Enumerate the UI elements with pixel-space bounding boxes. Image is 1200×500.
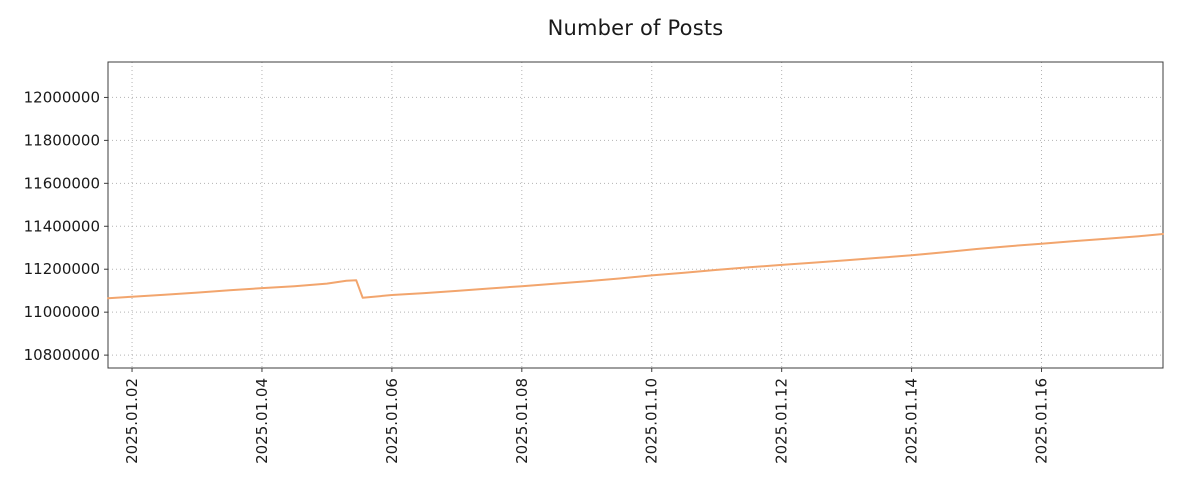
x-tick-label: 2025.01.06 [383, 378, 401, 464]
x-tick-label: 2025.01.08 [513, 378, 531, 464]
chart-title: Number of Posts [547, 16, 724, 40]
y-tick-label: 11200000 [24, 260, 100, 278]
y-tick-label: 12000000 [24, 88, 100, 106]
x-tick-label: 2025.01.02 [123, 378, 141, 464]
y-tick-label: 11400000 [24, 217, 100, 235]
y-tick-label: 11000000 [24, 303, 100, 321]
x-tick-label: 2025.01.14 [903, 378, 921, 464]
x-tick-label: 2025.01.10 [643, 378, 661, 464]
y-tick-label: 11800000 [24, 131, 100, 149]
x-tick-label: 2025.01.04 [253, 378, 271, 464]
y-tick-label: 10800000 [24, 346, 100, 364]
data-line [107, 233, 1164, 300]
x-tick-label: 2025.01.12 [773, 378, 791, 464]
plot-frame [107, 61, 1164, 369]
y-tick-label: 11600000 [24, 174, 100, 192]
x-tick-label: 2025.01.16 [1033, 378, 1051, 464]
